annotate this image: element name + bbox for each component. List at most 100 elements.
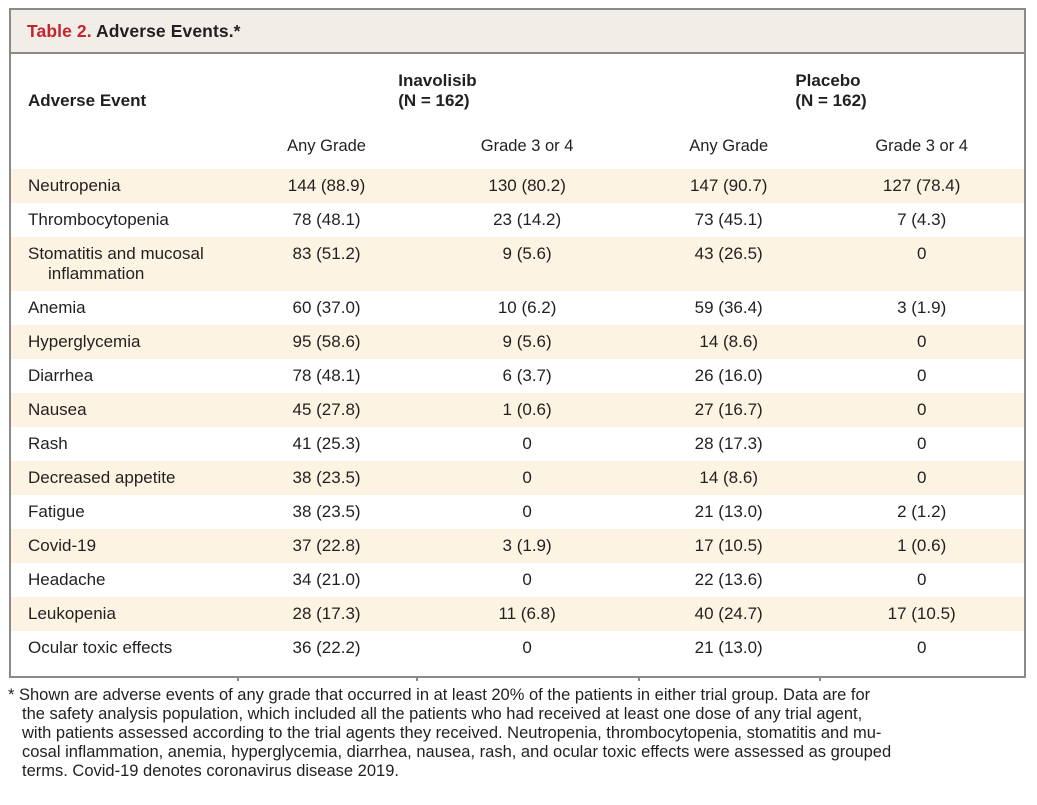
table-row: Neutropenia 144 (88.9) 130 (80.2) 147 (90.7… <box>11 169 1024 203</box>
cell-value: 14 (8.6) <box>699 468 758 487</box>
adverse-event-name: Nausea <box>28 400 87 419</box>
cell-value: 0 <box>522 434 532 453</box>
cell-value: 78 (48.1) <box>292 366 361 385</box>
group-n: (N = 162) <box>398 91 470 110</box>
adverse-event-name: Anemia <box>28 298 86 317</box>
table-row: Anemia 60 (37.0) 10 (6.2) 59 (36.4) 3 (1.9) <box>11 291 1024 325</box>
cell-value: 3 (1.9) <box>502 536 552 555</box>
table-body: Neutropenia 144 (88.9) 130 (80.2) 147 (90.7… <box>11 169 1024 665</box>
cell-value: 1 (0.6) <box>502 400 552 419</box>
cell-value: 36 (22.2) <box>292 638 361 657</box>
cell-value: 1 (0.6) <box>897 536 947 555</box>
adverse-event-name: Stomatitis and mucosal inflammation <box>28 244 204 283</box>
cell-value: 3 (1.9) <box>897 298 947 317</box>
cell-value: 26 (16.0) <box>694 366 763 385</box>
table-title-text: Adverse Events.* <box>96 21 241 41</box>
column-divider-tick <box>819 676 822 681</box>
group-header-block: Placebo (N = 162) <box>795 71 866 111</box>
footnote-line: * Shown are adverse events of any grade … <box>8 686 871 704</box>
adverse-event-name: Ocular toxic effects <box>28 638 173 657</box>
footnote-line: cosal inflammation, anemia, hyperglycemi… <box>22 743 892 761</box>
cell-value: 2 (1.2) <box>897 502 947 521</box>
subheader-spacer <box>11 112 237 169</box>
cell-value: 0 <box>916 332 927 351</box>
cell-value: 0 <box>916 244 927 263</box>
cell-value: 11 (6.8) <box>498 604 556 623</box>
column-divider-tick <box>236 676 239 681</box>
adverse-event-name: Neutropenia <box>28 176 121 195</box>
cell-value: 43 (26.5) <box>694 244 763 263</box>
footnote-line: with patients assessed according to the … <box>22 724 882 742</box>
column-header-grade-3-4-placebo: Grade 3 or 4 <box>875 137 968 155</box>
cell-value: 127 (78.4) <box>882 176 961 195</box>
subheader-row: Any Grade Grade 3 or 4 Any Grade Grade 3… <box>11 112 1024 169</box>
column-header-any-grade-inavolisib: Any Grade <box>287 137 366 155</box>
cell-value: 60 (37.0) <box>292 298 361 317</box>
adverse-events-table: Adverse Event Inavolisib (N = 162) Place… <box>11 54 1024 665</box>
table-row: Diarrhea 78 (48.1) 6 (3.7) 26 (16.0) 0 <box>11 359 1024 393</box>
adverse-event-name: Decreased appetite <box>28 468 176 487</box>
cell-value: 0 <box>522 638 532 657</box>
table-title-bar: Table 2. Adverse Events.* <box>11 10 1024 54</box>
footnote-line: the safety analysis population, which in… <box>22 705 863 723</box>
column-header-grade-3-4-inavolisib: Grade 3 or 4 <box>480 137 574 155</box>
cell-value: 78 (48.1) <box>292 210 361 229</box>
cell-value: 40 (24.7) <box>694 604 763 623</box>
cell-value: 38 (23.5) <box>292 468 361 487</box>
cell-value: 0 <box>916 366 927 385</box>
table-row: Leukopenia 28 (17.3) 11 (6.8) 40 (24.7) 17 (… <box>11 597 1024 631</box>
adverse-event-name: Headache <box>28 570 106 589</box>
group-n: (N = 162) <box>795 91 867 110</box>
group-header-block: Inavolisib (N = 162) <box>398 71 476 111</box>
cell-value: 23 (14.2) <box>493 210 562 229</box>
column-header-adverse-event: Adverse Event <box>28 91 147 110</box>
table-row: Decreased appetite 38 (23.5) 0 14 (8.6) 0 <box>11 461 1024 495</box>
table-row: Headache 34 (21.0) 0 22 (13.6) 0 <box>11 563 1024 597</box>
table-header: Adverse Event Inavolisib (N = 162) Place… <box>11 54 1024 169</box>
group-header-placebo: Placebo (N = 162) <box>638 54 1024 112</box>
column-divider-tick <box>638 676 641 681</box>
table-row: Rash 41 (25.3) 0 28 (17.3) 0 <box>11 427 1024 461</box>
adverse-event-name: Covid-19 <box>28 536 97 555</box>
cell-value: 6 (3.7) <box>502 366 552 385</box>
adverse-event-name: Fatigue <box>28 502 85 521</box>
cell-value: 17 (10.5) <box>887 604 956 623</box>
cell-value: 45 (27.8) <box>292 400 361 419</box>
table-number-label: Table 2. <box>27 21 92 41</box>
table-row: Covid-19 37 (22.8) 3 (1.9) 17 (10.5) 1 (0.6) <box>11 529 1024 563</box>
cell-value: 28 (17.3) <box>694 434 763 453</box>
adverse-event-name: Thrombocytopenia <box>28 210 169 229</box>
cell-value: 0 <box>916 468 927 487</box>
cell-value: 144 (88.9) <box>287 176 366 195</box>
adverse-events-table-card: Table 2. Adverse Events.* Adverse Event … <box>9 8 1026 681</box>
table-row: Nausea 45 (27.8) 1 (0.6) 27 (16.7) 0 <box>11 393 1024 427</box>
group-name: Inavolisib <box>398 71 477 90</box>
cell-value: 9 (5.6) <box>502 332 552 351</box>
footnote: * Shown are adverse events of any grade … <box>8 686 1028 781</box>
cell-value: 28 (17.3) <box>292 604 361 623</box>
adverse-event-name: Diarrhea <box>28 366 94 385</box>
cell-value: 41 (25.3) <box>292 434 361 453</box>
group-header-row: Adverse Event Inavolisib (N = 162) Place… <box>11 54 1024 112</box>
table-row: Stomatitis and mucosal inflammation 83 (5… <box>11 237 1024 291</box>
cell-value: 0 <box>916 400 927 419</box>
table-row: Ocular toxic effects 36 (22.2) 0 21 (13.0) 0 <box>11 631 1024 665</box>
cell-value: 0 <box>916 570 927 589</box>
cell-value: 27 (16.7) <box>694 400 763 419</box>
adverse-event-name: Hyperglycemia <box>28 332 141 351</box>
cell-value: 0 <box>522 502 532 521</box>
cell-value: 9 (5.6) <box>502 244 552 263</box>
cell-value: 17 (10.5) <box>694 536 763 555</box>
cell-value: 147 (90.7) <box>689 176 768 195</box>
cell-value: 38 (23.5) <box>292 502 361 521</box>
cell-value: 7 (4.3) <box>897 210 947 229</box>
table-row: Thrombocytopenia 78 (48.1) 23 (14.2) 73 (45… <box>11 203 1024 237</box>
cell-value: 0 <box>916 434 927 453</box>
cell-value: 21 (13.0) <box>694 502 763 521</box>
group-header-inavolisib: Inavolisib (N = 162) <box>237 54 638 112</box>
cell-value: 22 (13.6) <box>694 570 763 589</box>
cell-value: 37 (22.8) <box>292 536 361 555</box>
cell-value: 0 <box>522 570 532 589</box>
adverse-event-name: Rash <box>28 434 68 453</box>
